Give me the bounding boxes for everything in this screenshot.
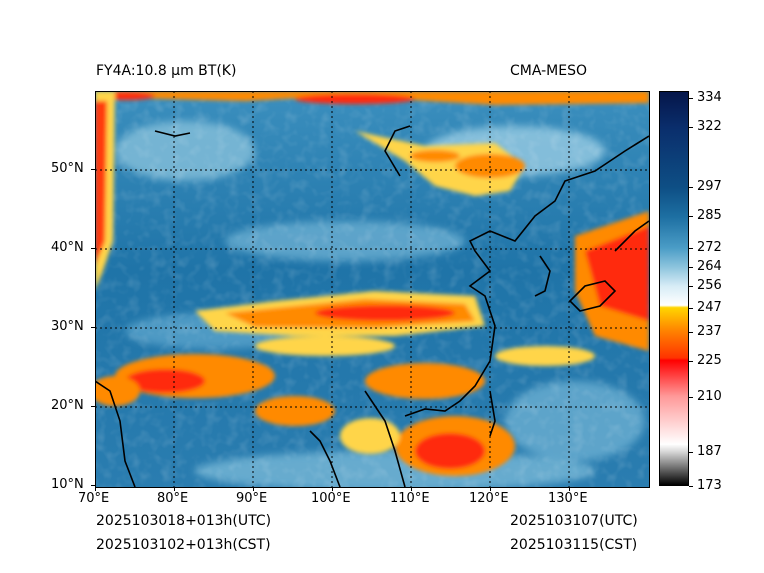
valid-time-utc: 2025103107(UTC) (510, 513, 638, 529)
colorbar-tick-label: 322 (697, 119, 722, 134)
lon-tick (174, 487, 175, 491)
lon-tick (490, 487, 491, 491)
lon-label-100: 100°E (311, 491, 351, 506)
lon-label-90: 90°E (236, 491, 268, 506)
valid-time-cst: 2025103115(CST) (510, 537, 638, 553)
lon-label-130: 130°E (548, 491, 588, 506)
lon-tick (95, 487, 96, 491)
lat-tick (91, 327, 95, 328)
lat-tick (91, 485, 95, 486)
graticule (95, 91, 649, 487)
colorbar-tick (689, 248, 693, 249)
colorbar-tick (689, 361, 693, 362)
colorbar (659, 91, 689, 486)
colorbar-tick-label: 237 (697, 324, 722, 339)
model-name: CMA-MESO (510, 63, 588, 79)
colorbar-tick-label: 256 (697, 278, 722, 293)
coastlines (95, 125, 649, 487)
lon-label-120: 120°E (469, 491, 509, 506)
lat-label-50: 50°N (51, 161, 84, 176)
colorbar-tick (689, 308, 693, 309)
colorbar-tick (689, 127, 693, 128)
colorbar-tick-label: 247 (697, 300, 722, 315)
satellite-image (95, 91, 649, 487)
colorbar-tick (689, 216, 693, 217)
lat-tick (91, 406, 95, 407)
colorbar-tick-label: 272 (697, 240, 722, 255)
colorbar-tick (689, 486, 693, 487)
lon-tick (569, 487, 570, 491)
lon-tick (411, 487, 412, 491)
lat-tick (91, 248, 95, 249)
colorbar-tick-label: 285 (697, 208, 722, 223)
colorbar-tick (689, 98, 693, 99)
colorbar-tick (689, 267, 693, 268)
lat-label-30: 30°N (51, 319, 84, 334)
lon-label-70: 70°E (78, 491, 110, 506)
map-title: FY4A:10.8 µm BT(K) (96, 63, 237, 79)
lat-label-10: 10°N (51, 477, 84, 492)
lon-tick (332, 487, 333, 491)
colorbar-tick (689, 332, 693, 333)
init-time-utc: 2025103018+013h(UTC) (96, 513, 272, 529)
lon-label-80: 80°E (157, 491, 189, 506)
colorbar-tick (689, 286, 693, 287)
colorbar-tick (689, 452, 693, 453)
colorbar-tick-label: 173 (697, 478, 722, 493)
satellite-map (95, 91, 649, 487)
lon-tick (253, 487, 254, 491)
colorbar-tick (689, 187, 693, 188)
colorbar-tick (689, 397, 693, 398)
lat-label-20: 20°N (51, 398, 84, 413)
colorbar-tick-label: 297 (697, 179, 722, 194)
colorbar-tick-label: 187 (697, 444, 722, 459)
colorbar-tick-label: 210 (697, 389, 722, 404)
init-time-cst: 2025103102+013h(CST) (96, 537, 271, 553)
lon-label-110: 110°E (390, 491, 430, 506)
lat-label-40: 40°N (51, 240, 84, 255)
colorbar-tick-label: 334 (697, 90, 722, 105)
colorbar-tick-label: 225 (697, 353, 722, 368)
colorbar-tick-label: 264 (697, 259, 722, 274)
lat-tick (91, 169, 95, 170)
